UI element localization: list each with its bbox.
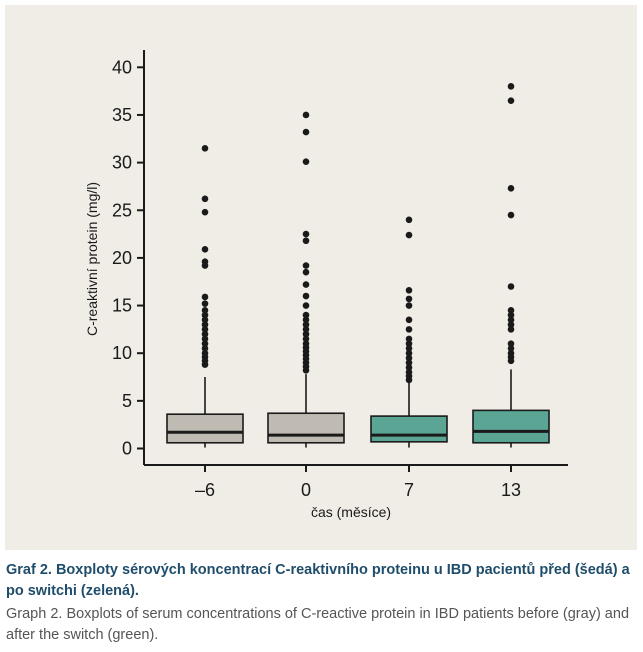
outlier-point xyxy=(201,345,209,352)
outlier-point xyxy=(201,326,209,333)
outlier-point xyxy=(507,311,515,319)
outlier-point xyxy=(507,83,515,90)
outlier-point xyxy=(507,340,515,347)
outlier-point xyxy=(201,330,209,338)
x-tick-label: 13 xyxy=(501,480,521,500)
y-tick-label: 15 xyxy=(112,296,132,316)
outlier-point xyxy=(507,316,515,324)
outlier-point xyxy=(405,216,413,224)
outlier-point xyxy=(201,321,209,328)
outlier-point xyxy=(302,262,310,269)
outlier-point xyxy=(302,292,310,300)
outlier-point xyxy=(507,211,515,219)
outlier-point xyxy=(302,128,310,136)
outlier-point xyxy=(302,302,310,309)
outlier-point xyxy=(302,237,310,245)
outlier-point xyxy=(405,287,413,294)
boxplot-chart: 0 5 10 15 20 25 30 35 40 –6 0 7 13 C-reaktivní prote… xyxy=(84,50,568,520)
outlier-point xyxy=(201,340,209,347)
box-iqr xyxy=(267,412,345,444)
outlier-point xyxy=(302,311,310,319)
outlier-point xyxy=(201,316,209,324)
outlier-point xyxy=(302,230,310,238)
outlier-point xyxy=(405,349,413,357)
outlier-point xyxy=(405,345,413,352)
outlier-point xyxy=(201,335,209,343)
outlier-point xyxy=(405,302,413,309)
outlier-point xyxy=(405,231,413,239)
x-axis-title: čas (měsíce) xyxy=(311,504,391,520)
box-iqr xyxy=(166,413,244,444)
outlier-point xyxy=(201,195,209,203)
outlier-point xyxy=(405,359,413,367)
outlier-point xyxy=(405,326,413,333)
outlier-point xyxy=(507,321,515,328)
y-tick-label: 0 xyxy=(122,439,132,459)
caption-english: Graph 2. Boxplots of serum concentration… xyxy=(6,606,630,643)
outlier-point xyxy=(302,335,310,343)
y-tick-label: 20 xyxy=(112,248,132,268)
y-tick-label: 10 xyxy=(112,343,132,363)
outlier-point xyxy=(507,345,515,352)
outlier-point xyxy=(507,283,515,290)
outlier-point xyxy=(405,340,413,347)
outlier-point xyxy=(201,349,209,357)
outlier-point xyxy=(507,185,515,192)
y-tick-label: 25 xyxy=(112,200,132,220)
outlier-point xyxy=(302,158,310,165)
outlier-point xyxy=(201,258,209,266)
figure-panel: 0 5 10 15 20 25 30 35 40 –6 0 7 13 C-reaktivní prote… xyxy=(5,5,637,550)
outlier-point xyxy=(302,326,310,333)
y-tick-label: 30 xyxy=(112,153,132,173)
y-tick-label: 35 xyxy=(112,105,132,125)
y-tick-label: 5 xyxy=(122,391,132,411)
outlier-point xyxy=(302,268,310,276)
outlier-point xyxy=(201,307,209,314)
outlier-point xyxy=(405,368,413,376)
outlier-point xyxy=(405,364,413,371)
outlier-point xyxy=(302,321,310,328)
y-axis-title: C-reaktivní protein (mg/l) xyxy=(84,182,100,336)
outlier-point xyxy=(302,281,310,288)
outlier-point xyxy=(201,208,209,216)
outlier-point xyxy=(405,295,413,303)
outlier-point xyxy=(507,326,515,333)
box-iqr xyxy=(472,409,550,444)
outlier-point xyxy=(405,335,413,343)
box-iqr xyxy=(370,415,448,443)
outlier-point xyxy=(201,246,209,253)
outlier-point xyxy=(507,349,515,357)
caption-czech: Graf 2. Boxploty sérových koncentrací C-… xyxy=(6,562,630,599)
outlier-point xyxy=(201,311,209,319)
x-tick-label: 0 xyxy=(301,480,311,500)
outlier-point xyxy=(302,330,310,338)
y-tick-label: 40 xyxy=(112,57,132,77)
outlier-point xyxy=(405,316,413,324)
x-tick-label: 7 xyxy=(404,480,414,500)
outlier-point xyxy=(201,145,209,152)
outlier-point xyxy=(302,340,310,347)
outlier-point xyxy=(302,316,310,324)
outlier-point xyxy=(201,293,209,301)
outlier-point xyxy=(507,307,515,314)
outlier-point xyxy=(201,300,209,307)
outlier-point xyxy=(302,111,310,119)
x-tick-label: –6 xyxy=(195,480,215,500)
outlier-point xyxy=(405,354,413,362)
outlier-point xyxy=(507,97,515,104)
